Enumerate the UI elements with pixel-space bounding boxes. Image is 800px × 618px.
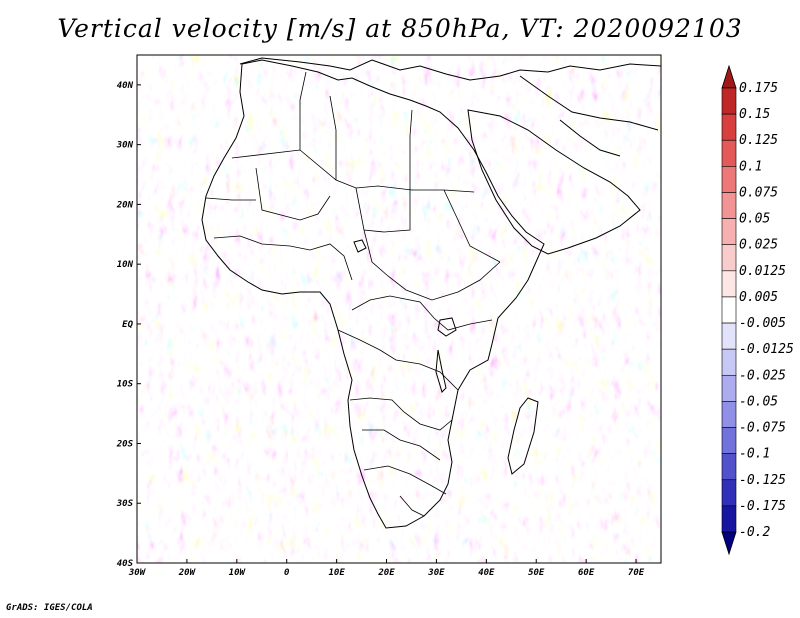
colorbar-label: -0.05 bbox=[739, 394, 778, 409]
lat-tick-label: 20N bbox=[116, 200, 134, 210]
lon-tick-label: 20W bbox=[178, 568, 197, 578]
africa-coastline bbox=[201, 59, 545, 529]
lon-tick-label: 60E bbox=[578, 568, 595, 578]
lon-tick-label: 10E bbox=[328, 568, 345, 578]
lake-tanganyika bbox=[435, 349, 447, 393]
iran-border bbox=[519, 75, 659, 131]
lon-tick-label: 0 bbox=[284, 568, 290, 578]
colorbar-label: -0.025 bbox=[739, 368, 786, 383]
latitude-axis: 40N 30N 20N 10N EQ 10S 20S 30S 40S bbox=[116, 81, 141, 569]
arabia-coastline bbox=[467, 109, 641, 255]
colorbar-swatch bbox=[721, 113, 737, 141]
grads-credit: GrADS: IGES/COLA bbox=[6, 603, 93, 613]
colorbar-label: 0.125 bbox=[739, 133, 778, 148]
colorbar-label: 0.15 bbox=[739, 107, 770, 122]
colorbar-label: -0.125 bbox=[739, 473, 786, 488]
colorbar-swatch bbox=[721, 218, 737, 246]
coastlines-and-borders bbox=[201, 57, 661, 529]
colorbar-swatch bbox=[721, 296, 737, 324]
colorbar-label: -0.2 bbox=[739, 525, 770, 540]
colorbar-swatch bbox=[721, 139, 737, 167]
lat-tick-label: 40N bbox=[117, 81, 134, 91]
lake-victoria bbox=[437, 317, 457, 337]
colorbar-label: 0.0125 bbox=[739, 264, 786, 279]
lat-tick-label: 30N bbox=[116, 141, 134, 151]
lat-tick-label: 10S bbox=[117, 380, 134, 390]
colorbar-swatch bbox=[721, 505, 737, 533]
colorbar-label: 0.075 bbox=[739, 185, 778, 200]
colorbar-max-arrow bbox=[721, 64, 737, 89]
europe-coastline bbox=[239, 57, 661, 81]
colorbar-swatch bbox=[721, 166, 737, 193]
colorbar-swatch bbox=[721, 479, 737, 507]
lake-chad bbox=[353, 239, 367, 253]
colorbar-label: -0.0125 bbox=[739, 342, 794, 357]
longitude-axis: 30W 20W 10W 0 10E 20E 30E 40E 50E 60E 70E bbox=[128, 559, 645, 578]
lon-tick-label: 30W bbox=[128, 568, 147, 578]
plot-frame bbox=[136, 54, 662, 564]
colorbar-swatch bbox=[721, 192, 737, 219]
colorbar-label: 0.005 bbox=[739, 290, 778, 305]
chart-title: Vertical velocity [m/s] at 850hPa, VT: 2… bbox=[57, 14, 743, 43]
vertical-velocity-field bbox=[137, 55, 661, 563]
colorbar-label: -0.1 bbox=[739, 447, 770, 462]
lon-tick-label: 70E bbox=[628, 568, 645, 578]
colorbar-label: -0.075 bbox=[739, 421, 786, 436]
lon-tick-label: 30E bbox=[427, 568, 445, 578]
persian-gulf bbox=[559, 119, 621, 157]
colorbar: 0.175 0.15 0.125 0.1 0.075 0.05 0.025 0.0125 0.0… bbox=[721, 64, 794, 556]
lon-tick-label: 40E bbox=[478, 568, 495, 578]
lon-tick-label: 10W bbox=[229, 568, 247, 578]
colorbar-swatch bbox=[721, 374, 737, 402]
lat-tick-label: 40S bbox=[117, 559, 134, 569]
lon-tick-label: 20E bbox=[377, 568, 395, 578]
colorbar-swatch bbox=[721, 453, 737, 481]
colorbar-label: 0.05 bbox=[739, 212, 770, 227]
colorbar-swatch bbox=[721, 427, 737, 454]
lat-tick-label: 10N bbox=[117, 260, 134, 270]
colorbar-swatch bbox=[721, 244, 737, 272]
colorbar-label: 0.1 bbox=[739, 159, 762, 174]
lat-tick-label: EQ bbox=[122, 320, 133, 330]
lon-tick-label: 50E bbox=[528, 568, 545, 578]
colorbar-swatch bbox=[721, 270, 737, 298]
colorbar-swatch bbox=[721, 87, 737, 115]
colorbar-swatch bbox=[721, 348, 737, 376]
colorbar-label: 0.175 bbox=[739, 81, 778, 96]
colorbar-swatch bbox=[721, 401, 737, 428]
country-borders bbox=[205, 71, 501, 517]
colorbar-label: 0.025 bbox=[739, 238, 778, 253]
lat-tick-label: 30S bbox=[116, 499, 134, 509]
lat-tick-label: 20S bbox=[116, 439, 134, 449]
colorbar-label: -0.175 bbox=[739, 499, 786, 514]
colorbar-label: -0.005 bbox=[739, 316, 786, 331]
colorbar-min-arrow bbox=[721, 531, 737, 556]
madagascar-coastline bbox=[507, 397, 539, 475]
colorbar-swatch bbox=[721, 322, 737, 350]
